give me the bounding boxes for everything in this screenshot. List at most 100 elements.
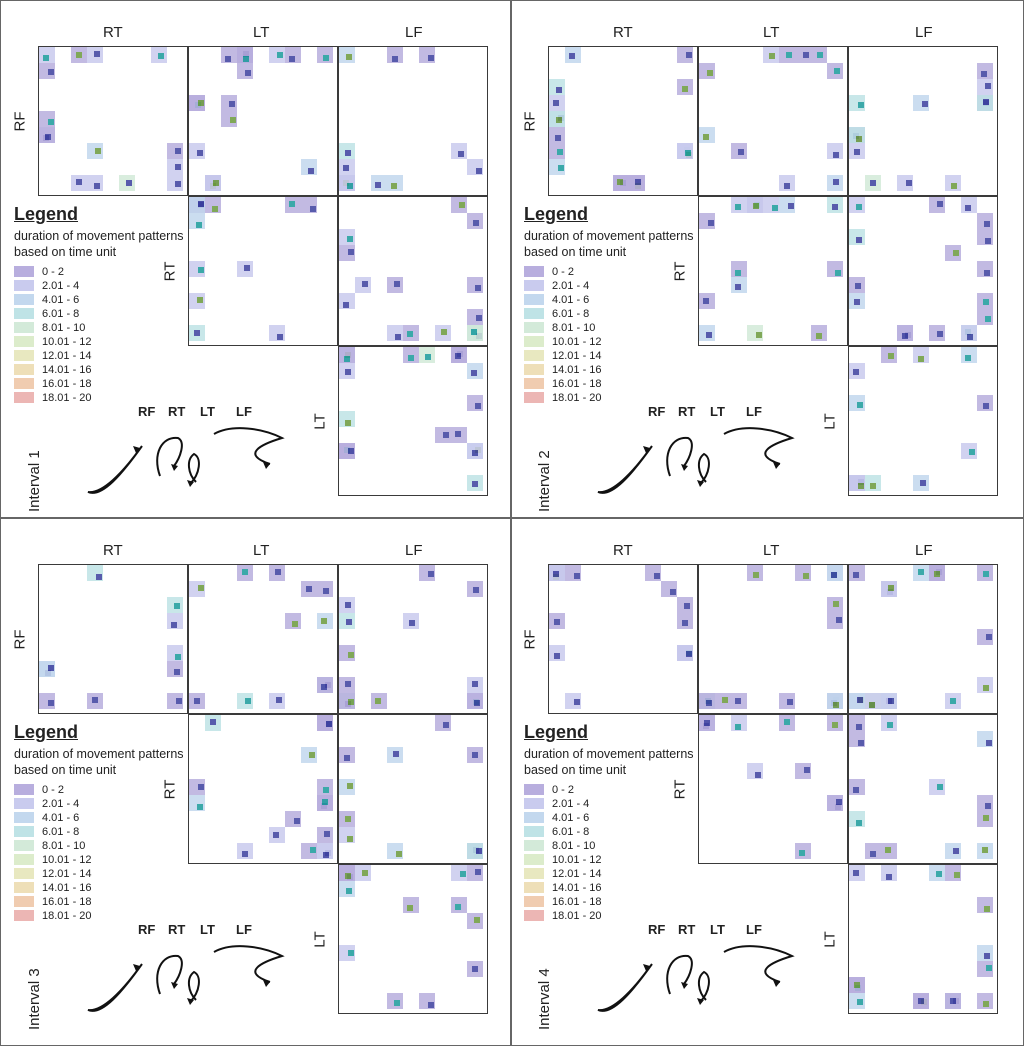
arrow-head-icon [697,998,704,1005]
column-label-rt: RT [103,542,123,559]
matrix-rt-lf [338,714,488,864]
matrix-rf-rt [548,564,698,714]
matrix-cell [237,843,253,859]
matrix-cell [977,293,993,309]
border-top [0,0,1024,1]
legend-swatch [14,322,34,333]
matrix-cell-marker [735,204,741,210]
matrix-cell-marker [858,483,864,489]
matrix-cell-marker [803,52,809,58]
matrix-cell-marker [654,573,660,579]
matrix-cell [189,325,205,341]
legend-item: 16.01 - 18 [524,896,644,909]
matrix-cell [467,913,483,929]
matrix-cell [549,159,565,175]
matrix-cell-marker [937,784,943,790]
matrix-cell-marker [834,68,840,74]
matrix-cell-marker [343,165,349,171]
matrix-cell-marker [326,721,332,727]
matrix-cell-marker [472,966,478,972]
matrix-cell-marker [755,772,761,778]
matrix-cell [339,945,355,961]
legend-item: 18.01 - 20 [14,910,134,923]
legend-item: 2.01 - 4 [14,280,134,293]
matrix-cell [189,693,205,709]
trajectory-path [188,452,200,485]
matrix-cell [827,597,843,613]
matrix-cell [403,613,419,629]
matrix-cell-marker [984,221,990,227]
legend-item: 10.01 - 12 [14,854,134,867]
matrix-cell [467,443,483,459]
matrix-cell-marker [455,353,461,359]
matrix-cell [387,325,403,341]
matrix-cell-marker [393,751,399,757]
matrix-cell-marker [94,51,100,57]
matrix-cell [39,127,55,143]
matrix-cell-marker [48,69,54,75]
matrix-cell [811,325,827,341]
legend-range: 12.01 - 14 [42,350,92,362]
matrix-cell-marker [347,836,353,842]
matrix-rf-lf [848,564,998,714]
matrix-cell-marker [346,619,352,625]
movement-trajectory-sketch [597,427,795,494]
legend-item: 14.01 - 16 [14,882,134,895]
matrix-cell [39,47,55,63]
matrix-cell [71,175,87,191]
step-label-rf: RF [138,404,156,419]
matrix-cell [549,111,565,127]
legend-swatch [524,812,544,823]
matrix-cell [339,865,355,881]
legend-item: 18.01 - 20 [524,392,644,405]
matrix-cell [699,213,715,229]
column-label-lf: LF [915,24,933,41]
matrix-cell-marker [242,569,248,575]
matrix-cell [961,197,977,213]
matrix-cell-marker [348,448,354,454]
matrix-cell [849,143,865,159]
matrix-cell [87,47,103,63]
matrix-cell-marker [784,719,790,725]
matrix-cell [827,715,843,731]
matrix-lt-lf [848,346,998,496]
matrix-cell [419,347,435,363]
legend-item: 12.01 - 14 [14,868,134,881]
matrix-cell-marker [553,571,559,577]
legend-swatch [524,322,544,333]
arrow-head-icon [263,980,270,987]
legend-range: 4.01 - 6 [552,294,590,306]
legend-swatch [524,308,544,319]
row-label-rf: RF [11,111,29,132]
matrix-cell-marker [986,740,992,746]
legend-swatch [14,840,34,851]
matrix-cell [355,277,371,293]
matrix-cell [451,427,467,443]
legend-item: 12.01 - 14 [14,350,134,363]
matrix-cell [317,827,333,843]
matrix-cell [849,197,865,213]
matrix-cell [977,677,993,693]
matrix-cell-marker [985,803,991,809]
legend-swatch [14,784,34,795]
matrix-cell [827,261,843,277]
matrix-cell [317,795,333,811]
legend-range: 10.01 - 12 [42,336,92,348]
matrix-cell-marker [708,220,714,226]
matrix-cell [747,565,763,581]
matrix-cell [403,347,419,363]
matrix-cell-marker [348,652,354,658]
matrix-cell-marker [985,316,991,322]
matrix-cell [977,843,993,859]
matrix-cell [549,95,565,111]
legend-range: 8.01 - 10 [42,840,86,852]
matrix-cell-marker [345,681,351,687]
legend-description: duration of movement patterns based on t… [524,747,694,777]
legend-swatch [14,294,34,305]
matrix-cell-marker [475,285,481,291]
matrix-cell [977,565,993,581]
matrix-cell [317,843,333,859]
matrix-cell [285,613,301,629]
matrix-cell-marker [245,698,251,704]
matrix-cell-marker [853,870,859,876]
